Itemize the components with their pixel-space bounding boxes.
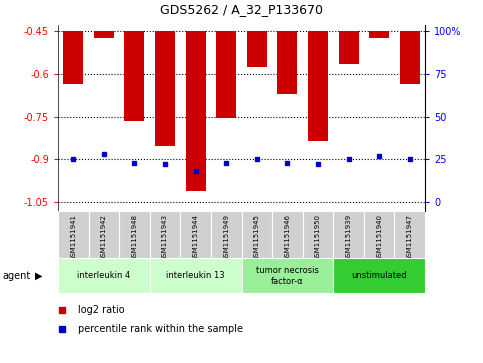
Bar bbox=[216, 31, 236, 118]
Bar bbox=[333, 211, 364, 258]
Bar bbox=[150, 258, 242, 293]
Bar bbox=[400, 31, 420, 84]
Bar bbox=[119, 211, 150, 258]
Text: interleukin 13: interleukin 13 bbox=[166, 272, 225, 280]
Bar bbox=[303, 211, 333, 258]
Text: agent: agent bbox=[2, 271, 30, 281]
Bar bbox=[242, 258, 333, 293]
Bar bbox=[88, 211, 119, 258]
Bar bbox=[369, 31, 389, 38]
Text: GSM1151949: GSM1151949 bbox=[223, 214, 229, 261]
Bar bbox=[125, 31, 144, 121]
Bar bbox=[63, 31, 83, 84]
Text: log2 ratio: log2 ratio bbox=[78, 305, 125, 315]
Text: GSM1151942: GSM1151942 bbox=[101, 214, 107, 261]
Text: ▶: ▶ bbox=[35, 271, 43, 281]
Text: GSM1151946: GSM1151946 bbox=[284, 214, 290, 261]
Bar bbox=[94, 31, 114, 38]
Text: GSM1151941: GSM1151941 bbox=[70, 214, 76, 261]
Bar bbox=[277, 31, 298, 94]
Text: GSM1151943: GSM1151943 bbox=[162, 214, 168, 261]
Text: interleukin 4: interleukin 4 bbox=[77, 272, 130, 280]
Bar bbox=[150, 211, 180, 258]
Text: GSM1151950: GSM1151950 bbox=[315, 214, 321, 261]
Bar bbox=[155, 31, 175, 146]
Bar bbox=[180, 211, 211, 258]
Bar bbox=[395, 211, 425, 258]
Bar bbox=[339, 31, 358, 64]
Bar bbox=[247, 31, 267, 67]
Bar bbox=[185, 31, 206, 191]
Text: GSM1151948: GSM1151948 bbox=[131, 214, 138, 261]
Text: GSM1151947: GSM1151947 bbox=[407, 214, 413, 261]
Bar bbox=[364, 211, 395, 258]
Bar bbox=[211, 211, 242, 258]
Text: percentile rank within the sample: percentile rank within the sample bbox=[78, 323, 243, 334]
Bar bbox=[308, 31, 328, 141]
Text: GSM1151944: GSM1151944 bbox=[193, 214, 199, 261]
Text: unstimulated: unstimulated bbox=[351, 272, 407, 280]
Bar bbox=[58, 211, 88, 258]
Text: GDS5262 / A_32_P133670: GDS5262 / A_32_P133670 bbox=[160, 3, 323, 16]
Text: tumor necrosis
factor-α: tumor necrosis factor-α bbox=[256, 266, 319, 286]
Text: GSM1151939: GSM1151939 bbox=[345, 214, 352, 261]
Text: GSM1151945: GSM1151945 bbox=[254, 214, 260, 261]
Text: GSM1151940: GSM1151940 bbox=[376, 214, 382, 261]
Bar bbox=[272, 211, 303, 258]
Bar bbox=[242, 211, 272, 258]
Bar bbox=[333, 258, 425, 293]
Bar bbox=[58, 258, 150, 293]
